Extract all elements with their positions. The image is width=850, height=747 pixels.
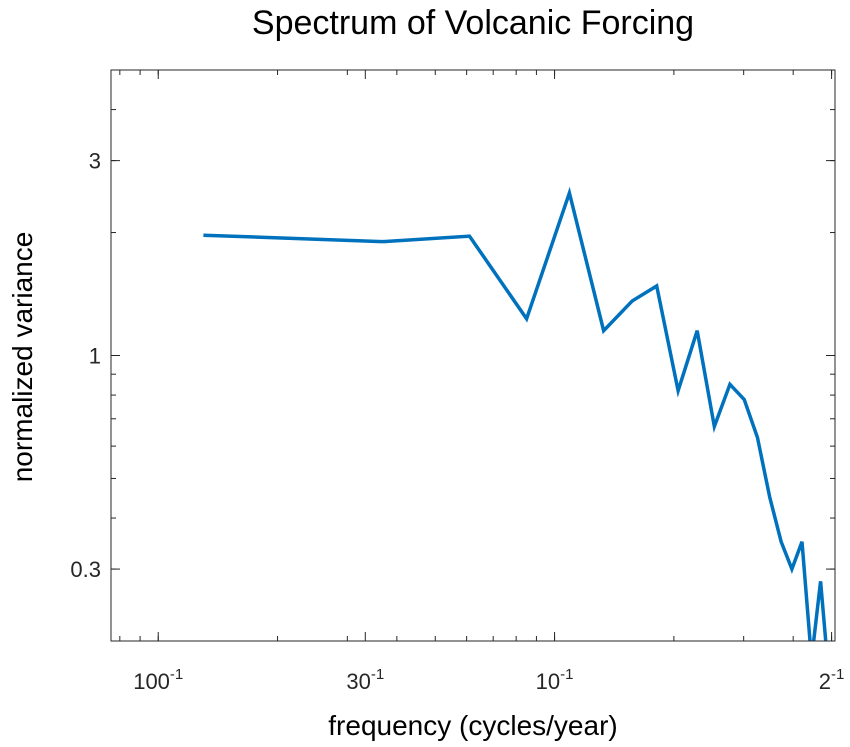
x-tick-label: 30-1: [346, 666, 384, 694]
y-tick-label: 3: [89, 149, 101, 174]
x-tick-label: 10-1: [536, 666, 574, 694]
plot-area: [203, 186, 828, 641]
x-tick-label: 2-1: [819, 666, 845, 694]
y-axis-label: normalized variance: [7, 232, 38, 483]
y-tick-label: 1: [89, 344, 101, 369]
axis-ticks: [111, 69, 835, 642]
x-tick-label: 100-1: [133, 666, 183, 694]
x-tick-labels: 100-1 30-1 10-1 2-1: [133, 666, 844, 694]
series-layer: [203, 186, 828, 641]
chart-title: Spectrum of Volcanic Forcing: [252, 4, 694, 42]
axes-box: [110, 69, 836, 642]
x-axis-label: frequency (cycles/year): [328, 710, 617, 741]
series-line: [203, 186, 828, 641]
y-tick-labels: 0.3 1 3: [70, 149, 101, 582]
y-tick-label: 0.3: [70, 557, 101, 582]
